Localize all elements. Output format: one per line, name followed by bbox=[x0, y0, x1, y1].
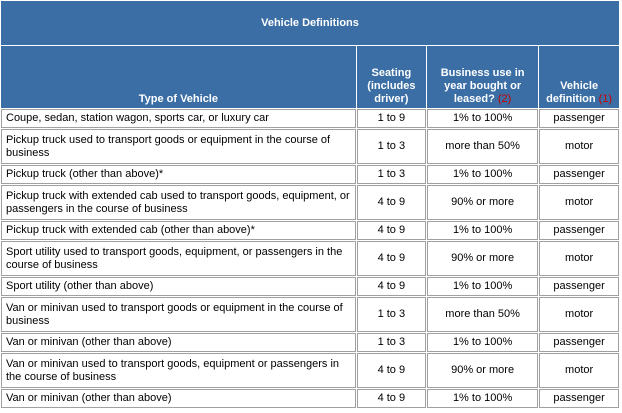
table-cell: 1 to 3 bbox=[356, 165, 426, 184]
table-cell: 4 to 9 bbox=[356, 241, 426, 276]
vehicle-type: Van or minivan used to transport goods, … bbox=[1, 353, 356, 388]
table-cell: motor bbox=[539, 241, 619, 276]
column-note: (1) bbox=[598, 93, 613, 105]
table-cell: 1 to 3 bbox=[356, 297, 426, 332]
table-cell: passenger bbox=[539, 221, 619, 240]
table-cell: passenger bbox=[539, 109, 619, 128]
table-cell: 1 to 3 bbox=[356, 333, 426, 352]
table-cell: 1% to 100% bbox=[426, 165, 539, 184]
table-cell: 1% to 100% bbox=[426, 333, 539, 352]
vehicle-type: Pickup truck with extended cab used to t… bbox=[1, 185, 356, 220]
column-header: Seating (includes driver) bbox=[356, 46, 426, 108]
vehicle-type: Sport utility (other than above) bbox=[1, 277, 356, 296]
vehicle-type: Pickup truck with extended cab (other th… bbox=[1, 221, 356, 240]
table-cell: passenger bbox=[539, 165, 619, 184]
column-note: (2) bbox=[497, 93, 512, 105]
table-cell: motor bbox=[539, 297, 619, 332]
table-cell: 4 to 9 bbox=[356, 277, 426, 296]
table-row: Pickup truck used to transport goods or … bbox=[1, 129, 619, 164]
column-header-text: Seating (includes driver) bbox=[367, 67, 416, 105]
column-header-text: Type of Vehicle bbox=[138, 93, 218, 105]
column-header: Type of Vehicle bbox=[1, 46, 356, 108]
table-cell: passenger bbox=[539, 389, 619, 408]
vehicle-type: Coupe, sedan, station wagon, sports car,… bbox=[1, 109, 356, 128]
table-cell: 1% to 100% bbox=[426, 221, 539, 240]
vehicle-type: Pickup truck used to transport goods or … bbox=[1, 129, 356, 164]
column-header-text: Vehicle definition bbox=[546, 80, 599, 105]
table-cell: passenger bbox=[539, 333, 619, 352]
table-cell: passenger bbox=[539, 277, 619, 296]
table-cell: motor bbox=[539, 353, 619, 388]
table-title: Vehicle Definitions bbox=[1, 1, 619, 45]
column-header-text: Business use in year bought or leased? bbox=[440, 67, 525, 105]
table-row: Sport utility (other than above) 4 to 9 1%… bbox=[1, 277, 619, 296]
table-cell: motor bbox=[539, 185, 619, 220]
table-cell: 90% or more bbox=[426, 241, 539, 276]
table-cell: 90% or more bbox=[426, 353, 539, 388]
table-cell: 4 to 9 bbox=[356, 185, 426, 220]
header-row: Type of Vehicle Seating (includes driver)… bbox=[1, 46, 619, 108]
table-row: Pickup truck with extended cab (other th… bbox=[1, 221, 619, 240]
vehicle-type: Van or minivan (other than above) bbox=[1, 333, 356, 352]
table-cell: 1% to 100% bbox=[426, 277, 539, 296]
table-cell: 4 to 9 bbox=[356, 353, 426, 388]
table-row: Pickup truck with extended cab used to t… bbox=[1, 185, 619, 220]
vehicle-type: Sport utility used to transport goods, e… bbox=[1, 241, 356, 276]
table-cell: 1 to 9 bbox=[356, 109, 426, 128]
table-cell: 4 to 9 bbox=[356, 389, 426, 408]
column-header: Business use in year bought or leased? (… bbox=[426, 46, 539, 108]
table-row: Van or minivan used to transport goods o… bbox=[1, 297, 619, 332]
table-row: Van or minivan used to transport goods, … bbox=[1, 353, 619, 388]
table-cell: more than 50% bbox=[426, 297, 539, 332]
table-cell: more than 50% bbox=[426, 129, 539, 164]
table-cell: 4 to 9 bbox=[356, 221, 426, 240]
table-cell: 1% to 100% bbox=[426, 109, 539, 128]
vehicle-type: Van or minivan (other than above) bbox=[1, 389, 356, 408]
vehicle-type: Pickup truck (other than above)* bbox=[1, 165, 356, 184]
table-cell: 90% or more bbox=[426, 185, 539, 220]
table-row: Sport utility used to transport goods, e… bbox=[1, 241, 619, 276]
column-header: Vehicle definition (1) bbox=[539, 46, 619, 108]
table-row: Pickup truck (other than above)* 1 to 3 1%… bbox=[1, 165, 619, 184]
table-cell: 1% to 100% bbox=[426, 389, 539, 408]
table-cell: motor bbox=[539, 129, 619, 164]
table-cell: 1 to 3 bbox=[356, 129, 426, 164]
vehicle-type: Van or minivan used to transport goods o… bbox=[1, 297, 356, 332]
table-row: Coupe, sedan, station wagon, sports car,… bbox=[1, 109, 619, 128]
